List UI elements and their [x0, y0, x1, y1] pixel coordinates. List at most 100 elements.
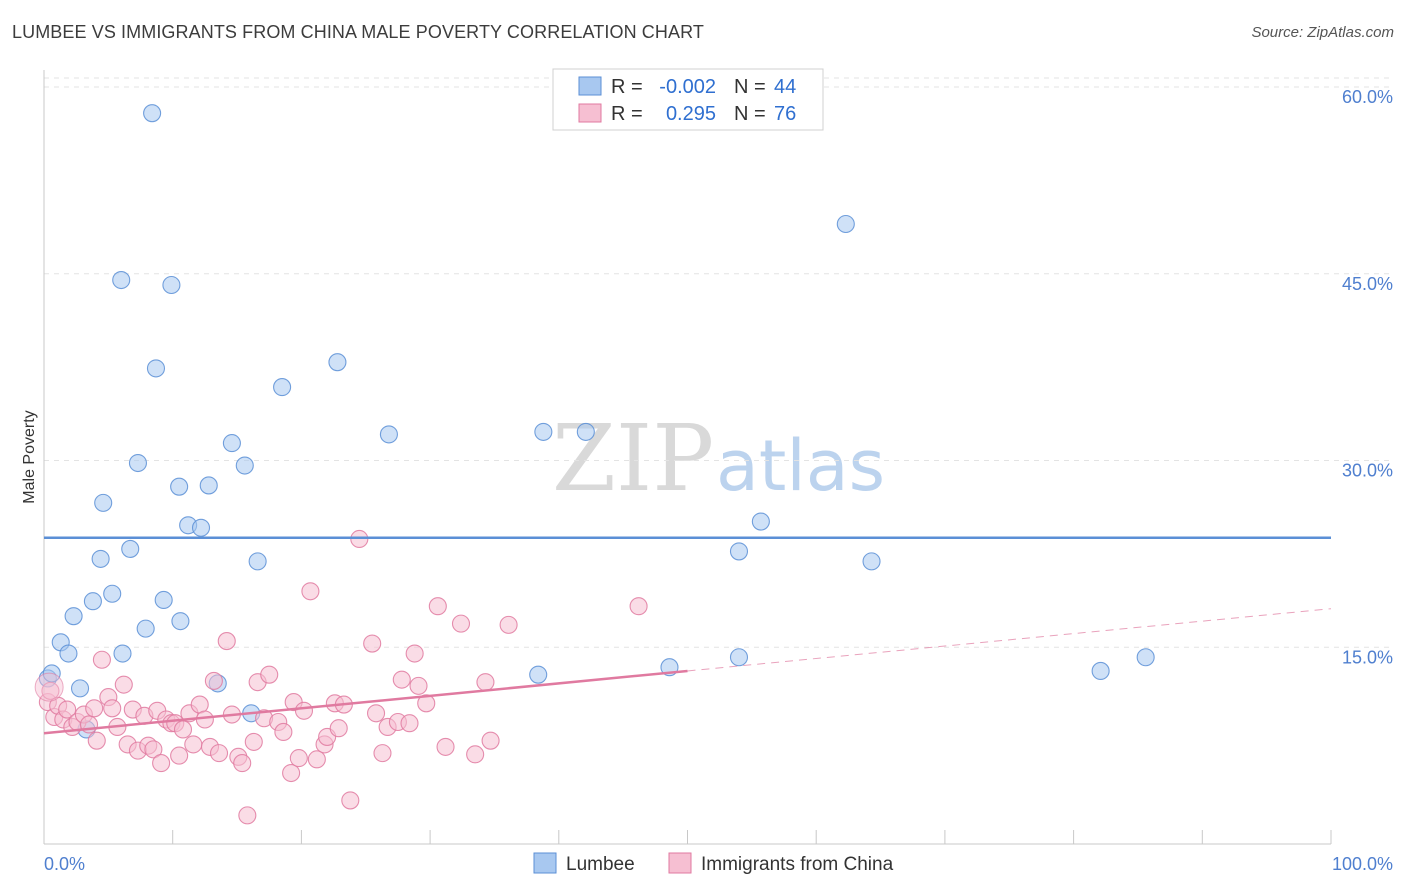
point-lumbee [235, 456, 254, 475]
point-china [366, 704, 386, 723]
point-lumbee [83, 592, 102, 611]
y-tick-label: 30.0% [1342, 461, 1393, 481]
watermark-zip: ZIP [552, 405, 714, 512]
point-china [289, 749, 308, 768]
point-china [409, 676, 428, 695]
point-lumbee [862, 552, 881, 571]
source-label: Source: ZipAtlas.com [1251, 24, 1394, 41]
point-china [217, 632, 236, 651]
point-lumbee [113, 644, 132, 663]
legend-swatch-lumbee [578, 76, 602, 96]
point-china [87, 731, 106, 750]
series-layer [34, 104, 1332, 825]
point-china [173, 720, 193, 739]
bottom-legend-label-china: Immigrants from China [701, 854, 894, 875]
point-china [499, 615, 518, 634]
legend-n-label-china: N = [734, 103, 766, 125]
legend: R = -0.002 N = 44 R = 0.295 N = 76 [552, 68, 824, 131]
point-lumbee [729, 542, 749, 561]
point-lumbee [379, 425, 398, 444]
point-china [329, 719, 348, 738]
point-china [204, 671, 223, 690]
point-china [233, 754, 252, 773]
point-china [451, 614, 471, 633]
y-tick-labels: 15.0% 30.0% 45.0% 60.0% [1342, 87, 1393, 667]
watermark: ZIP atlas [552, 405, 885, 512]
point-china [294, 701, 314, 720]
point-lumbee [273, 378, 292, 397]
x-tick-label-min: 0.0% [44, 854, 85, 874]
point-lumbee [94, 493, 113, 512]
y-tick-label: 45.0% [1342, 274, 1393, 294]
point-china [466, 745, 485, 764]
point-china [307, 750, 326, 769]
point-lumbee [136, 619, 155, 638]
legend-r-value-lumbee: -0.002 [659, 76, 716, 98]
point-china [103, 699, 122, 718]
point-lumbee [836, 214, 855, 234]
point-china [144, 740, 163, 759]
bottom-legend-label-lumbee: Lumbee [566, 854, 635, 875]
point-china [301, 582, 320, 601]
point-china [92, 650, 111, 669]
x-ticks [43, 830, 1332, 844]
bottom-legend-swatch-china [668, 852, 692, 874]
series-china [38, 529, 648, 825]
point-lumbee [529, 665, 548, 684]
point-lumbee [199, 476, 218, 495]
point-lumbee [222, 434, 241, 453]
point-lumbee [103, 584, 122, 603]
point-lumbee [91, 549, 110, 568]
legend-r-label-china: R = [611, 103, 643, 125]
point-lumbee [729, 648, 749, 667]
chart-title: LUMBEE VS IMMIGRANTS FROM CHINA MALE POV… [12, 22, 704, 42]
point-china [629, 597, 648, 616]
point-china [428, 597, 447, 616]
point-lumbee [576, 422, 595, 441]
legend-n-value-lumbee: 44 [774, 76, 796, 98]
point-china [373, 744, 392, 763]
gridlines [44, 77, 1393, 648]
watermark-atlas: atlas [716, 425, 885, 507]
point-china [244, 732, 263, 751]
point-china [400, 714, 419, 733]
point-lumbee [154, 590, 173, 610]
point-lumbee [59, 644, 78, 663]
legend-n-value-china: 76 [774, 103, 796, 125]
point-china [282, 763, 301, 783]
point-lumbee [170, 477, 189, 496]
point-china [209, 744, 229, 763]
bottom-legend-swatch-lumbee [533, 852, 557, 874]
point-china [114, 675, 133, 694]
point-lumbee [534, 422, 553, 441]
point-china [170, 746, 189, 765]
point-china [417, 694, 436, 713]
point-china-large [34, 672, 64, 702]
point-china [195, 710, 214, 729]
point-lumbee [70, 679, 90, 698]
point-lumbee [191, 518, 211, 537]
point-china [405, 644, 424, 663]
point-lumbee [248, 552, 267, 571]
point-lumbee [146, 359, 166, 378]
point-lumbee [121, 539, 140, 558]
point-china [238, 806, 257, 825]
legend-r-value-china: 0.295 [666, 103, 716, 125]
y-tick-label: 15.0% [1342, 647, 1393, 667]
legend-n-label-lumbee: N = [734, 76, 766, 98]
x-tick-label-max: 100.0% [1332, 854, 1393, 874]
y-tick-label: 60.0% [1342, 87, 1393, 107]
point-china [41, 681, 60, 700]
point-china [392, 670, 411, 689]
point-lumbee [162, 275, 181, 295]
point-china [152, 754, 171, 773]
legend-swatch-china [578, 103, 602, 123]
point-china [481, 731, 500, 750]
point-lumbee [328, 353, 347, 372]
point-lumbee [112, 270, 131, 290]
trendline-extension-china [687, 608, 1332, 672]
point-china [363, 634, 382, 653]
bottom-legend: Lumbee Immigrants from China [533, 852, 894, 875]
point-lumbee [171, 612, 190, 631]
